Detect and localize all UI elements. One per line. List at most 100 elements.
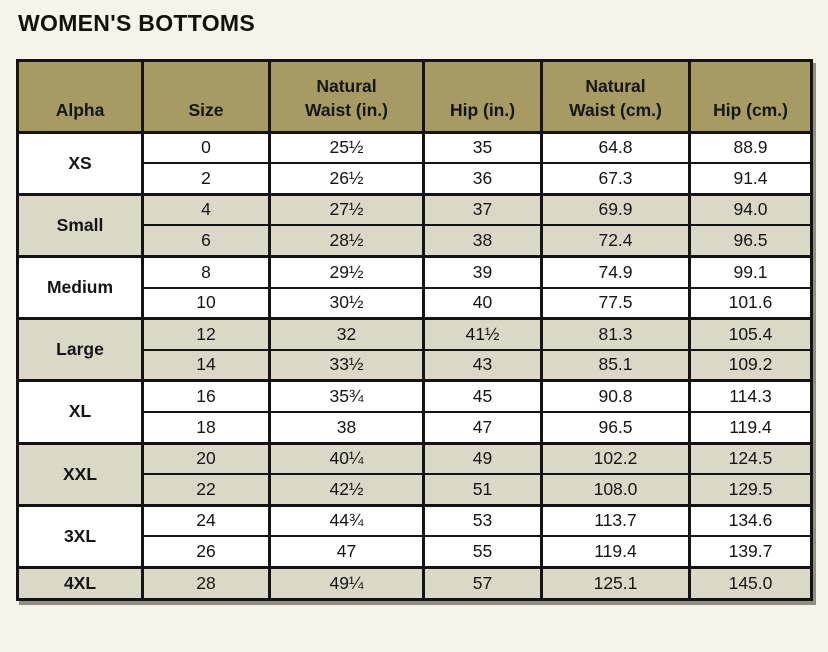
size-cell: 2 xyxy=(141,162,271,196)
header-cell-natural-waist-in: Natural Waist (in.) xyxy=(268,59,425,134)
waist-cm-cell: 85.1 xyxy=(540,348,691,382)
header-cell-hip-in: Hip (in.) xyxy=(422,59,543,134)
hip-in-cell: 40 xyxy=(422,286,543,320)
hip-in-cell: 51 xyxy=(422,473,543,507)
waist-cm-cell: 69.9 xyxy=(540,192,691,227)
header-cell-alpha: Alpha xyxy=(16,59,144,134)
size-cell: 0 xyxy=(141,130,271,165)
waist-in-cell: 32 xyxy=(268,317,425,351)
size-cell: 24 xyxy=(141,503,271,538)
hip-cm-cell: 145.0 xyxy=(688,565,813,600)
header-row: Alpha Size Natural Waist (in.) Hip (in.)… xyxy=(16,59,813,134)
hip-cm-cell: 139.7 xyxy=(688,535,813,569)
header-line2: Hip (cm.) xyxy=(713,99,788,120)
size-cell: 20 xyxy=(141,441,271,476)
alpha-cell: XL xyxy=(16,379,144,445)
hip-in-cell: 47 xyxy=(422,410,543,445)
size-cell: 12 xyxy=(141,317,271,351)
size-cell: 26 xyxy=(141,535,271,569)
waist-in-cell: 35¾ xyxy=(268,379,425,413)
waist-in-cell: 44¾ xyxy=(268,503,425,538)
hip-cm-cell: 88.9 xyxy=(688,130,813,165)
waist-cm-cell: 125.1 xyxy=(540,565,691,600)
waist-in-cell: 38 xyxy=(268,410,425,445)
waist-in-cell: 29½ xyxy=(268,254,425,289)
header-line2: Waist (in.) xyxy=(305,99,388,120)
header-line2: Waist (cm.) xyxy=(569,99,662,120)
waist-in-cell: 40¼ xyxy=(268,441,425,476)
hip-in-cell: 43 xyxy=(422,348,543,382)
hip-cm-cell: 134.6 xyxy=(688,503,813,538)
size-chart-table: Alpha Size Natural Waist (in.) Hip (in.)… xyxy=(16,58,813,601)
waist-cm-cell: 102.2 xyxy=(540,441,691,476)
header-cell-hip-cm: Hip (cm.) xyxy=(688,59,813,134)
waist-cm-cell: 81.3 xyxy=(540,317,691,351)
hip-cm-cell: 94.0 xyxy=(688,192,813,227)
table-row: 6 28½ 38 72.4 96.5 xyxy=(18,224,813,258)
size-cell: 8 xyxy=(141,254,271,289)
page-title: WOMEN'S BOTTOMS xyxy=(18,10,255,36)
alpha-cell: Small xyxy=(16,192,144,258)
waist-cm-cell: 96.5 xyxy=(540,410,691,445)
waist-in-cell: 49¼ xyxy=(268,565,425,600)
table-row: 14 33½ 43 85.1 109.2 xyxy=(18,348,813,382)
size-cell: 18 xyxy=(141,410,271,445)
table-row: 26 47 55 119.4 139.7 xyxy=(18,535,813,569)
waist-cm-cell: 64.8 xyxy=(540,130,691,165)
hip-cm-cell: 124.5 xyxy=(688,441,813,476)
table-row: XL 16 35¾ 45 90.8 114.3 xyxy=(16,379,813,445)
alpha-cell: XS xyxy=(16,130,144,196)
size-cell: 22 xyxy=(141,473,271,507)
hip-cm-cell: 101.6 xyxy=(688,286,813,320)
alpha-cell: Large xyxy=(16,317,144,382)
table-row: Large 12 32 41½ 81.3 105.4 xyxy=(16,317,813,382)
alpha-cell: 4XL xyxy=(16,565,144,600)
size-cell: 6 xyxy=(141,224,271,258)
waist-cm-cell: 67.3 xyxy=(540,162,691,196)
table-row: 4XL 28 49¼ 57 125.1 145.0 xyxy=(16,565,813,600)
table-row: 18 38 47 96.5 119.4 xyxy=(18,410,813,445)
size-cell: 14 xyxy=(141,348,271,382)
waist-in-cell: 27½ xyxy=(268,192,425,227)
hip-in-cell: 45 xyxy=(422,379,543,413)
waist-in-cell: 25½ xyxy=(268,130,425,165)
waist-in-cell: 33½ xyxy=(268,348,425,382)
waist-cm-cell: 77.5 xyxy=(540,286,691,320)
waist-in-cell: 30½ xyxy=(268,286,425,320)
hip-in-cell: 41½ xyxy=(422,317,543,351)
hip-cm-cell: 109.2 xyxy=(688,348,813,382)
table-row: XXL 20 40¼ 49 102.2 124.5 xyxy=(16,441,813,507)
hip-in-cell: 37 xyxy=(422,192,543,227)
hip-in-cell: 49 xyxy=(422,441,543,476)
table-row: XS 0 25½ 35 64.8 88.9 xyxy=(16,130,813,196)
hip-cm-cell: 105.4 xyxy=(688,317,813,351)
waist-cm-cell: 108.0 xyxy=(540,473,691,507)
header-line2: Alpha xyxy=(55,99,105,120)
waist-cm-cell: 119.4 xyxy=(540,535,691,569)
waist-in-cell: 28½ xyxy=(268,224,425,258)
table-row: Small 4 27½ 37 69.9 94.0 xyxy=(16,192,813,258)
table-row: 10 30½ 40 77.5 101.6 xyxy=(18,286,813,320)
waist-in-cell: 47 xyxy=(268,535,425,569)
hip-cm-cell: 129.5 xyxy=(688,473,813,507)
hip-in-cell: 53 xyxy=(422,503,543,538)
waist-cm-cell: 72.4 xyxy=(540,224,691,258)
hip-cm-cell: 91.4 xyxy=(688,162,813,196)
header-line2: Hip (in.) xyxy=(449,99,516,120)
hip-cm-cell: 119.4 xyxy=(688,410,813,445)
waist-in-cell: 42½ xyxy=(268,473,425,507)
waist-cm-cell: 113.7 xyxy=(540,503,691,538)
alpha-cell: XXL xyxy=(16,441,144,507)
hip-cm-cell: 99.1 xyxy=(688,254,813,289)
waist-cm-cell: 74.9 xyxy=(540,254,691,289)
size-cell: 16 xyxy=(141,379,271,413)
hip-cm-cell: 96.5 xyxy=(688,224,813,258)
hip-in-cell: 39 xyxy=(422,254,543,289)
header-cell-size: Size xyxy=(141,59,271,134)
waist-in-cell: 26½ xyxy=(268,162,425,196)
table-body: XS 0 25½ 35 64.8 88.9 2 26½ 36 67.3 91.4… xyxy=(16,130,813,600)
size-cell: 28 xyxy=(141,565,271,600)
header-line1: Natural xyxy=(585,76,646,97)
table-row: Medium 8 29½ 39 74.9 99.1 xyxy=(16,254,813,320)
